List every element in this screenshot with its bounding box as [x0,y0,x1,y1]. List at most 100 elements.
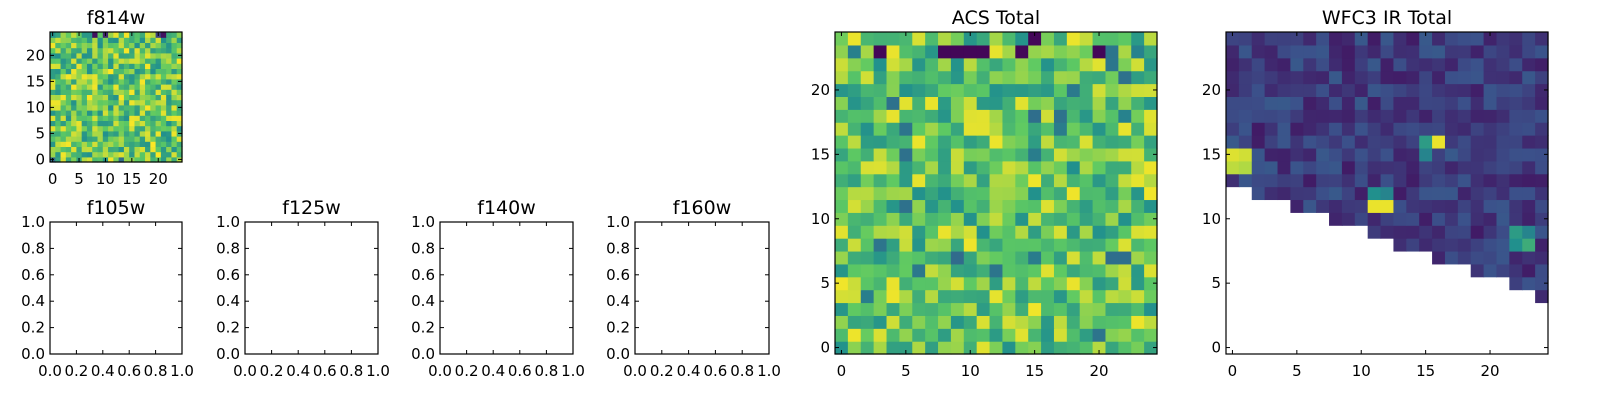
wfc3-ir-total-cell [1522,135,1536,149]
wfc3-ir-total-cell [1354,96,1369,110]
wfc3-ir-total-cell [1419,96,1433,110]
f814w-cell [155,47,162,54]
f814w-cell [118,136,125,142]
wfc3-ir-total-cell [1316,173,1330,188]
acs-total-cell [835,57,849,72]
wfc3-ir-total-cell [1290,32,1304,46]
acs-total-cell [899,212,913,226]
wfc3-ir-total-cell [1290,199,1304,213]
wfc3-ir-total-cell [1316,109,1330,123]
acs-total-cell [989,122,1004,136]
wfc3-ir-total-cell [1496,199,1510,213]
wfc3-ir-total-cell [1316,199,1330,213]
wfc3-ir-total-cell [1316,160,1330,175]
wfc3-ir-total-cell [1290,122,1304,136]
acs-total-cell [1092,96,1107,110]
wfc3-ir-total-cell [1354,109,1369,123]
wfc3-ir-total-cell [1393,135,1407,149]
wfc3-ir-total-cell [1522,83,1536,97]
acs-total-cell [1092,186,1107,201]
f814w-cell [171,42,178,49]
f814w-cell [55,32,62,38]
acs-total-cell [950,32,965,46]
f814w-cell [145,94,151,101]
f160w-xtick-label: 0.8 [730,362,754,380]
wfc3-ir-total-cell [1264,147,1279,162]
acs-total-cell [938,83,952,97]
acs-total-cell [886,341,900,355]
acs-total-cell [1118,238,1132,252]
f105w-xtick-label: 1.0 [170,362,194,380]
f814w-cell [166,136,173,142]
f814w-cell [155,52,162,59]
f814w-cell [155,146,162,153]
acs-total-cell [1015,147,1029,162]
f814w-cell [113,104,120,111]
wfc3-ir-total-cell [1264,70,1279,85]
f814w-cell [65,156,72,163]
f814w-cell [65,99,72,106]
acs-total-cell [886,250,900,265]
f814w-cell [113,151,120,158]
f125w-xtick-label: 1.0 [366,362,390,380]
wfc3-ir-total-cell [1354,135,1369,149]
wfc3-ir-total-cell [1470,186,1485,201]
wfc3-ir-total-cell [1522,238,1536,252]
acs-total-cell [1028,32,1042,46]
f125w-ytick-label: 0.4 [216,292,240,310]
f814w-cell [150,94,157,101]
f814w-cell [108,125,114,132]
f814w-cell [134,52,141,59]
wfc3-ir-total-cell [1238,173,1253,188]
acs-total-ytick-label: 0 [820,339,830,357]
acs-total-cell [1002,160,1016,175]
acs-total-cell [950,160,965,175]
acs-total-cell [912,147,926,162]
acs-total-cell [925,83,939,97]
wfc3-ir-total-cell [1496,173,1510,188]
f814w-cell [134,130,141,137]
f814w-cell [139,99,146,106]
f814w-cell [145,73,151,80]
wfc3-ir-total-cell [1509,263,1523,278]
acs-total-cell [860,341,875,355]
f814w-cell [86,146,93,153]
f814w-cell [81,151,88,158]
acs-total-cell [938,109,952,123]
acs-total-cell [899,32,913,46]
acs-total-cell [976,32,991,46]
f814w-cell [92,89,99,95]
f814w-cell [55,78,62,85]
acs-total-cell [912,32,926,46]
wfc3-ir-total-cell [1226,135,1240,149]
f814w-cell [160,110,167,116]
f814w-cell [139,94,146,101]
wfc3-ir-total-cell [1406,70,1420,85]
acs-total-cell [1131,186,1145,201]
wfc3-ir-total-cell [1264,173,1279,188]
acs-total-cell [1066,173,1081,188]
acs-total-cell [1079,315,1094,329]
f814w-cell [55,58,62,64]
f814w-cell [118,115,125,121]
wfc3-ir-total-cell [1483,57,1498,72]
wfc3-ir-total-cell [1393,109,1407,123]
f814w-cell [166,52,173,59]
acs-total-cell [1131,289,1145,304]
f814w-cell [65,37,72,43]
f814w-cell [166,37,173,43]
acs-total-cell [873,44,888,59]
acs-total-cell [860,109,875,123]
f814w-cell [145,32,151,38]
acs-total-cell [1144,135,1158,149]
acs-total-cell [950,70,965,85]
acs-total-cell [1002,83,1016,97]
acs-total-cell [1131,276,1145,291]
acs-total-cell [1118,96,1132,110]
acs-total-cell [1131,199,1145,213]
wfc3-ir-total-cell [1406,173,1420,188]
f814w-cell [108,110,114,116]
wfc3-ir-total-cell [1341,147,1356,162]
wfc3-ir-total-cell [1264,32,1279,46]
acs-total-cell [1131,315,1145,329]
